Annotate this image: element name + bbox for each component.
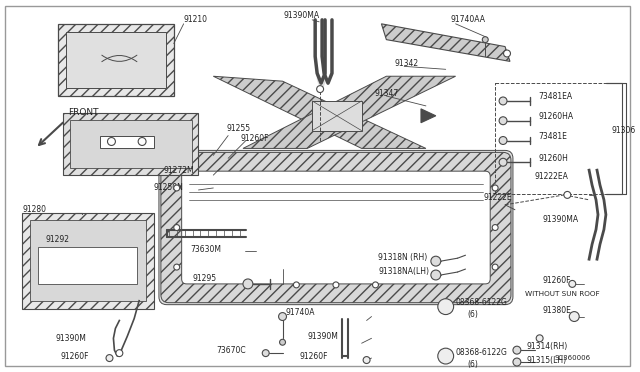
Circle shape [438, 348, 454, 364]
Circle shape [431, 270, 441, 280]
Circle shape [504, 50, 511, 57]
FancyBboxPatch shape [182, 171, 490, 284]
Circle shape [492, 264, 498, 270]
Text: 91390MA: 91390MA [284, 12, 319, 20]
Circle shape [333, 282, 339, 288]
Circle shape [106, 355, 113, 362]
Polygon shape [38, 247, 137, 284]
FancyBboxPatch shape [184, 173, 488, 282]
Circle shape [438, 299, 454, 315]
Text: 91315(LH): 91315(LH) [527, 356, 567, 365]
Polygon shape [70, 120, 191, 168]
Circle shape [431, 256, 441, 266]
Text: 91380E: 91380E [543, 306, 572, 315]
Circle shape [499, 97, 507, 105]
Circle shape [280, 339, 285, 345]
Circle shape [569, 280, 576, 287]
Circle shape [372, 282, 378, 288]
Text: 91292: 91292 [45, 235, 69, 244]
Text: S: S [444, 353, 448, 359]
Text: SC360006: SC360006 [554, 355, 591, 361]
Circle shape [138, 138, 146, 145]
Text: 91260H: 91260H [539, 154, 568, 163]
Circle shape [513, 358, 521, 366]
Circle shape [536, 335, 543, 342]
Text: 91390MA: 91390MA [543, 215, 579, 224]
FancyBboxPatch shape [161, 153, 511, 303]
Circle shape [570, 312, 579, 321]
Text: 73481EA: 73481EA [539, 93, 573, 102]
Circle shape [173, 185, 180, 191]
Circle shape [513, 346, 521, 354]
Text: 91260F: 91260F [60, 352, 88, 360]
Text: WITHOUT SUN ROOF: WITHOUT SUN ROOF [525, 291, 600, 297]
Text: 91740AA: 91740AA [451, 15, 486, 24]
Text: 91390M: 91390M [307, 332, 338, 341]
Circle shape [499, 158, 507, 166]
Circle shape [116, 350, 123, 357]
Polygon shape [66, 32, 166, 88]
Polygon shape [381, 24, 510, 61]
Text: 73481E: 73481E [539, 132, 568, 141]
Text: 91260F: 91260F [240, 134, 269, 143]
Text: 08368-6122G: 08368-6122G [456, 348, 508, 357]
Text: 91272M: 91272M [164, 166, 195, 175]
Polygon shape [100, 135, 154, 148]
FancyBboxPatch shape [159, 150, 513, 305]
Text: 91295: 91295 [193, 275, 217, 283]
Text: 91280: 91280 [22, 205, 47, 214]
Circle shape [499, 137, 507, 144]
Polygon shape [312, 101, 362, 131]
Text: 73670C: 73670C [216, 346, 246, 355]
Bar [495, 83, 621, 194]
Circle shape [483, 37, 488, 43]
Text: 91342: 91342 [394, 59, 419, 68]
Circle shape [492, 185, 498, 191]
Text: 91260HA: 91260HA [539, 112, 574, 121]
Text: 73630M: 73630M [191, 245, 221, 254]
Text: 91318NA(LH): 91318NA(LH) [378, 267, 429, 276]
Polygon shape [213, 76, 426, 148]
Text: (6): (6) [467, 359, 478, 369]
Text: 08368-6122G: 08368-6122G [456, 298, 508, 307]
Polygon shape [63, 113, 198, 175]
Text: (6): (6) [467, 310, 478, 319]
Polygon shape [58, 24, 173, 96]
Circle shape [293, 282, 300, 288]
Text: 91210: 91210 [184, 15, 207, 24]
Polygon shape [22, 213, 154, 309]
Circle shape [243, 279, 253, 289]
Circle shape [564, 192, 571, 198]
Circle shape [173, 264, 180, 270]
Circle shape [108, 138, 115, 145]
Polygon shape [30, 219, 146, 301]
Text: FRONT: FRONT [68, 108, 99, 117]
Text: 91260F: 91260F [300, 352, 328, 360]
Text: 91740A: 91740A [285, 308, 315, 317]
Circle shape [173, 225, 180, 231]
Circle shape [499, 117, 507, 125]
Text: 91250N: 91250N [154, 183, 184, 192]
Polygon shape [421, 109, 436, 123]
Text: 91318N (RH): 91318N (RH) [378, 253, 428, 262]
Circle shape [492, 225, 498, 231]
Text: 91314(RH): 91314(RH) [527, 342, 568, 351]
Text: 91260F: 91260F [543, 276, 571, 285]
Text: 91222E: 91222E [483, 193, 512, 202]
Circle shape [278, 312, 287, 321]
Text: 91255: 91255 [226, 124, 250, 133]
Text: 91347: 91347 [374, 89, 399, 97]
Text: S: S [444, 304, 448, 310]
Text: 91390M: 91390M [55, 334, 86, 343]
Circle shape [262, 350, 269, 357]
Text: 91306: 91306 [612, 126, 636, 135]
Text: 91222EA: 91222EA [534, 171, 568, 181]
Text: O: O [572, 314, 577, 320]
Circle shape [363, 357, 370, 363]
Circle shape [317, 86, 324, 93]
Polygon shape [243, 76, 456, 148]
